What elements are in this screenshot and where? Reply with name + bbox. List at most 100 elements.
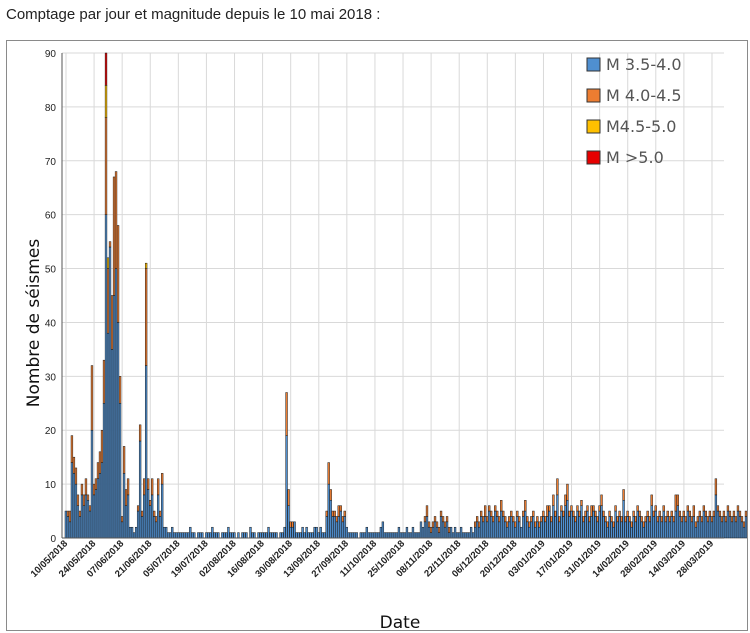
bar-segment <box>706 521 710 539</box>
bar-segment <box>718 510 722 517</box>
bar-segment <box>445 521 449 539</box>
bar-segment <box>82 505 86 539</box>
bar-segment <box>209 532 212 539</box>
bar-segment <box>528 526 531 539</box>
bar-segment <box>339 510 342 539</box>
bar-segment <box>572 510 575 517</box>
bar-segment <box>634 516 637 523</box>
bar-segment <box>112 176 116 296</box>
bar-segment <box>177 532 180 539</box>
bar-segment <box>602 510 605 517</box>
bar-segment <box>680 516 683 523</box>
bar-segment <box>295 532 298 539</box>
bar-segment <box>114 268 118 539</box>
bar-segment <box>130 526 134 539</box>
bar-segment <box>215 532 218 539</box>
bar-segment <box>712 510 716 517</box>
bar-segment <box>90 429 94 539</box>
bar-segment <box>554 510 557 517</box>
bar-segment <box>686 510 689 539</box>
bar-segment <box>686 505 689 512</box>
bar-segment <box>652 510 655 517</box>
bar-segment <box>425 516 429 539</box>
bar-segment <box>179 532 182 539</box>
legend-label: M 3.5-4.0 <box>606 55 682 74</box>
bar-segment <box>480 510 483 517</box>
bar-segment <box>92 494 96 539</box>
bar-segment <box>740 521 744 539</box>
bar-segment <box>682 516 685 539</box>
bar-segment <box>465 532 469 539</box>
bar-segment <box>708 516 712 539</box>
bar-segment <box>564 494 567 506</box>
bar-segment <box>742 526 746 539</box>
bar-segment <box>550 521 553 539</box>
bar-segment <box>562 510 565 517</box>
bar-segment <box>337 516 340 539</box>
bar-segment <box>492 521 495 539</box>
legend-label: M >5.0 <box>606 148 664 167</box>
bar-segment <box>325 516 328 539</box>
bar-segment <box>502 510 505 517</box>
bar-segment <box>159 516 162 539</box>
bar-segment <box>738 516 742 539</box>
bar-segment <box>598 510 601 539</box>
bar-segment <box>391 532 395 539</box>
bar-segment <box>734 521 738 539</box>
bar-segment <box>443 526 447 539</box>
bar-segment <box>359 532 362 539</box>
bar-segment <box>163 526 166 539</box>
bar-segment <box>728 516 732 539</box>
bar-segment <box>80 494 84 539</box>
bar-segment <box>592 510 595 539</box>
bar-segment <box>708 510 712 517</box>
bar-segment <box>124 505 128 539</box>
bar-segment <box>488 510 491 539</box>
bar-segment <box>734 516 738 523</box>
bar-segment <box>494 510 497 539</box>
bar-segment <box>345 526 348 539</box>
bar-segment <box>393 532 397 539</box>
bar-segment <box>590 516 593 539</box>
bar-segment <box>546 516 549 539</box>
bar-segment <box>610 521 613 539</box>
bar-segment <box>518 521 521 539</box>
bar-segment <box>726 505 730 512</box>
bar-segment <box>144 268 148 366</box>
bar-segment <box>706 516 710 523</box>
bar-segment <box>674 494 677 512</box>
bar-segment <box>660 516 663 523</box>
bar-segment <box>138 440 142 539</box>
bar-segment <box>281 532 284 539</box>
bar-segment <box>411 526 415 539</box>
bar-segment <box>622 500 625 539</box>
bar-segment <box>520 526 523 539</box>
bar-segment <box>100 462 104 539</box>
bar-segment <box>70 462 74 539</box>
bar-segment <box>606 526 609 539</box>
bar-segment <box>375 532 379 539</box>
bar-segment <box>363 532 366 539</box>
bar-segment <box>490 516 493 539</box>
bar-segment <box>265 532 268 539</box>
bar-segment <box>626 510 629 517</box>
bar-segment <box>253 532 256 539</box>
bar-segment <box>367 532 370 539</box>
bar-segment <box>700 521 703 539</box>
bar-segment <box>544 521 547 539</box>
bar-segment <box>512 521 515 539</box>
bar-segment <box>552 505 555 539</box>
bar-segment <box>120 521 124 539</box>
bar-segment <box>86 494 90 501</box>
bar-segment <box>580 500 583 506</box>
bar-segment <box>560 505 563 512</box>
bar-segment <box>297 532 300 539</box>
bar-segment <box>329 489 332 501</box>
bar-segment <box>550 516 553 523</box>
bar-segment <box>530 516 533 523</box>
bar-segment <box>600 494 603 506</box>
bar-segment <box>140 510 144 517</box>
bar-segment <box>187 532 190 539</box>
bar-segment <box>644 521 647 539</box>
bar-segment <box>704 516 708 539</box>
